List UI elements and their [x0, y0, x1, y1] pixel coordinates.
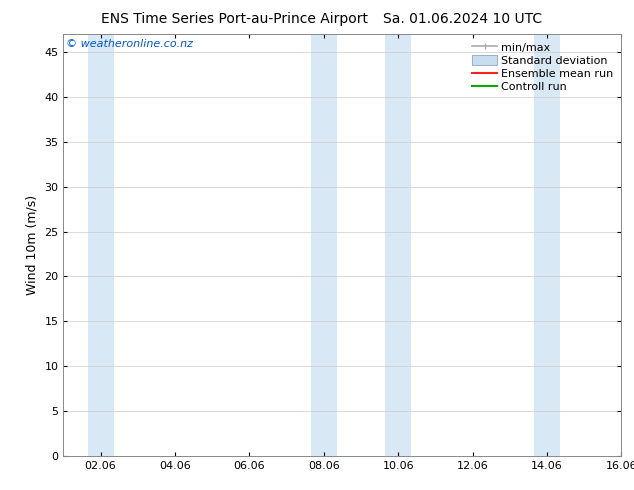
Text: ENS Time Series Port-au-Prince Airport: ENS Time Series Port-au-Prince Airport	[101, 12, 368, 26]
Bar	[534, 34, 560, 456]
Bar	[385, 34, 411, 456]
Y-axis label: Wind 10m (m/s): Wind 10m (m/s)	[26, 195, 39, 295]
Bar	[87, 34, 113, 456]
Bar	[311, 34, 337, 456]
Legend: min/max, Standard deviation, Ensemble mean run, Controll run: min/max, Standard deviation, Ensemble me…	[470, 40, 616, 95]
Text: © weatheronline.co.nz: © weatheronline.co.nz	[66, 39, 193, 49]
Text: Sa. 01.06.2024 10 UTC: Sa. 01.06.2024 10 UTC	[384, 12, 542, 26]
